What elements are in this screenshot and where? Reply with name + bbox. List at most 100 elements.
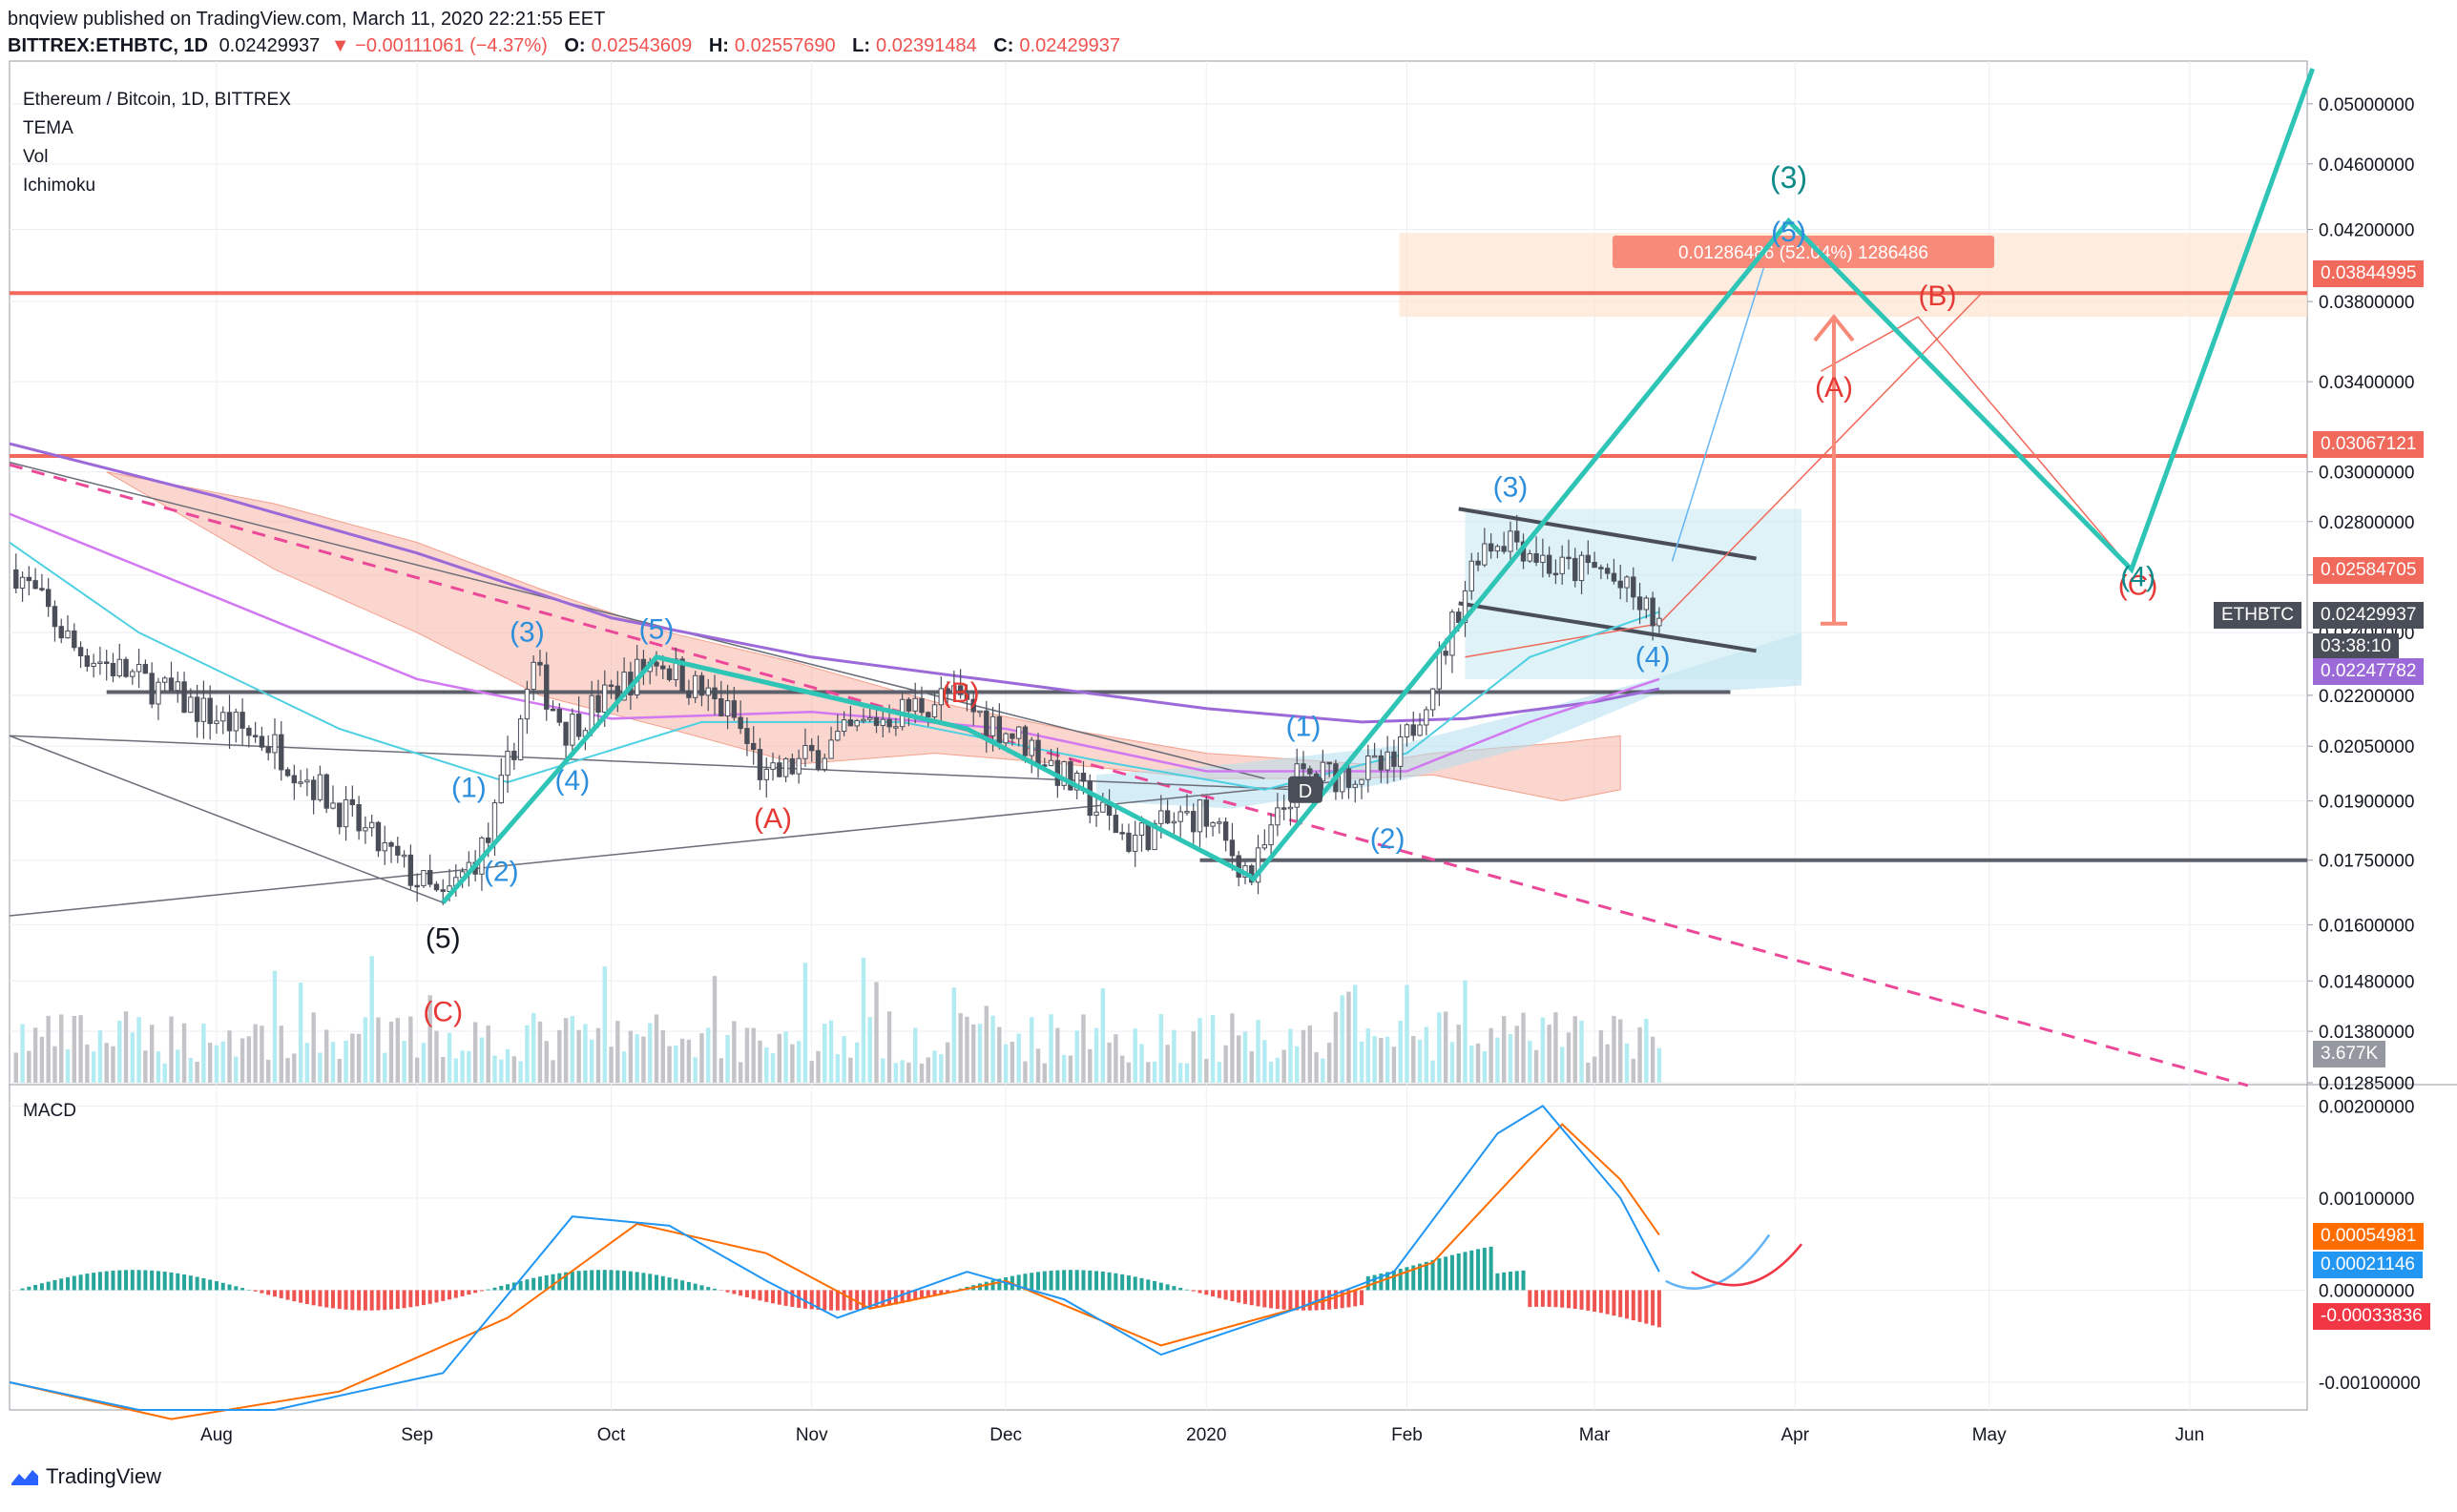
volume-bar — [828, 1020, 834, 1083]
volume-bar — [486, 1025, 490, 1083]
macd-histogram-bar — [402, 1290, 406, 1309]
volume-bar — [492, 1055, 497, 1083]
candle-body — [1636, 596, 1643, 611]
volume-bar — [848, 1057, 853, 1083]
candle-body — [847, 719, 854, 727]
candle-body — [45, 589, 52, 608]
volume-bar — [156, 1051, 161, 1083]
volume-bar — [1262, 1040, 1267, 1083]
candle-body — [1119, 832, 1125, 835]
price-tag: 03:38:10 — [2313, 633, 2399, 660]
macd-histogram-bar — [551, 1274, 555, 1291]
volume-bar — [1540, 1017, 1546, 1083]
wave-label-red: (B) — [942, 677, 980, 709]
legend-vol[interactable]: Vol — [23, 147, 49, 167]
macd-histogram-bar — [1528, 1290, 1532, 1308]
y-tick-label: 0.01750000 — [2319, 852, 2414, 872]
macd-histogram-bar — [299, 1290, 303, 1303]
macd-histogram-bar — [648, 1274, 653, 1291]
macd-histogram-bar — [499, 1285, 504, 1291]
volume-bar — [467, 1050, 471, 1083]
marker-d-bg — [1288, 776, 1322, 803]
volume-bar — [1391, 1046, 1397, 1083]
candle-body — [1061, 761, 1067, 786]
macd-histogram-bar — [1088, 1270, 1093, 1291]
macd-histogram-bar — [285, 1290, 290, 1300]
macd-histogram-bar — [1042, 1271, 1047, 1291]
macd-histogram-bar — [732, 1290, 737, 1295]
volume-bar — [537, 1021, 543, 1083]
macd-histogram-bar — [783, 1290, 788, 1306]
volume-bar — [279, 1025, 283, 1083]
legend-tema[interactable]: TEMA — [23, 118, 73, 138]
macd-histogram-bar — [220, 1282, 225, 1291]
macd-histogram-bar — [272, 1290, 277, 1297]
macd-histogram-bar — [887, 1290, 892, 1306]
volume-bar — [1489, 1027, 1493, 1083]
volume-bar — [1165, 1045, 1170, 1083]
macd-histogram-bar — [1353, 1290, 1358, 1307]
candle-body — [194, 696, 200, 722]
volume-bar — [1405, 984, 1409, 1083]
macd-y-tick-label: 0.00000000 — [2319, 1281, 2414, 1301]
legend-title[interactable]: Ethereum / Bitcoin, 1D, BITTREX — [23, 90, 291, 110]
candle-body — [841, 719, 847, 733]
volume-bar — [641, 1036, 646, 1083]
volume-bar — [544, 1041, 549, 1083]
volume-bar — [91, 1051, 96, 1083]
macd-histogram-bar — [1444, 1256, 1448, 1291]
price-tag: 0.02429937 — [2313, 602, 2425, 629]
candle-body — [32, 580, 38, 590]
candle-body — [1345, 768, 1352, 788]
candle-body — [433, 883, 440, 891]
macd-histogram-bar — [1172, 1286, 1176, 1291]
brand-label[interactable]: TradingView — [46, 1464, 162, 1488]
volume-bar — [1172, 1029, 1176, 1083]
candle-body — [1456, 611, 1462, 623]
candle-body — [226, 712, 233, 732]
macd-histogram-bar — [85, 1274, 90, 1291]
macd-histogram-bar — [227, 1284, 232, 1291]
volume-bar — [939, 1054, 944, 1083]
candle-body — [486, 837, 491, 843]
candle-body — [130, 671, 135, 677]
volume-bar — [1443, 1011, 1448, 1083]
volume-bar — [867, 1017, 872, 1083]
candle-body — [252, 735, 259, 737]
macd-title[interactable]: MACD — [23, 1101, 76, 1121]
channel-top — [1458, 507, 1757, 561]
candle-body — [705, 687, 711, 696]
y-tick-label: 0.01900000 — [2319, 793, 2414, 813]
candle-body — [1508, 530, 1513, 552]
volume-bar — [1023, 1061, 1028, 1083]
macd-histogram-bar — [1340, 1290, 1344, 1309]
macd-histogram-bar — [1489, 1246, 1493, 1291]
candle-body — [796, 757, 802, 775]
macd-histogram-bar — [674, 1278, 678, 1291]
candle-body — [220, 712, 226, 722]
volume-bar — [842, 1036, 846, 1083]
volume-bar — [1061, 1054, 1067, 1083]
volume-bar — [1514, 1025, 1519, 1083]
candle-body — [1261, 844, 1268, 849]
candle-body — [789, 757, 796, 775]
macd-histogram-bar — [1321, 1290, 1325, 1311]
macd-histogram-bar — [1637, 1290, 1642, 1322]
candle-body — [1559, 556, 1565, 574]
candle-body — [395, 845, 401, 856]
x-tick-label: Oct — [597, 1425, 626, 1445]
volume-bar — [699, 1033, 704, 1083]
macd-histogram-bar — [984, 1281, 989, 1291]
wave-label-blue: (1) — [451, 773, 487, 804]
candle-body — [1191, 811, 1197, 833]
candle-body — [919, 697, 925, 714]
candle-body — [570, 714, 575, 746]
macd-histogram-bar — [1107, 1272, 1112, 1291]
candle-body — [537, 661, 543, 666]
macd-histogram-bar — [448, 1290, 452, 1300]
candle-body — [1126, 832, 1132, 852]
candle-body — [718, 698, 724, 717]
candle-body — [886, 718, 892, 728]
legend-ichimoku[interactable]: Ichimoku — [23, 176, 96, 196]
